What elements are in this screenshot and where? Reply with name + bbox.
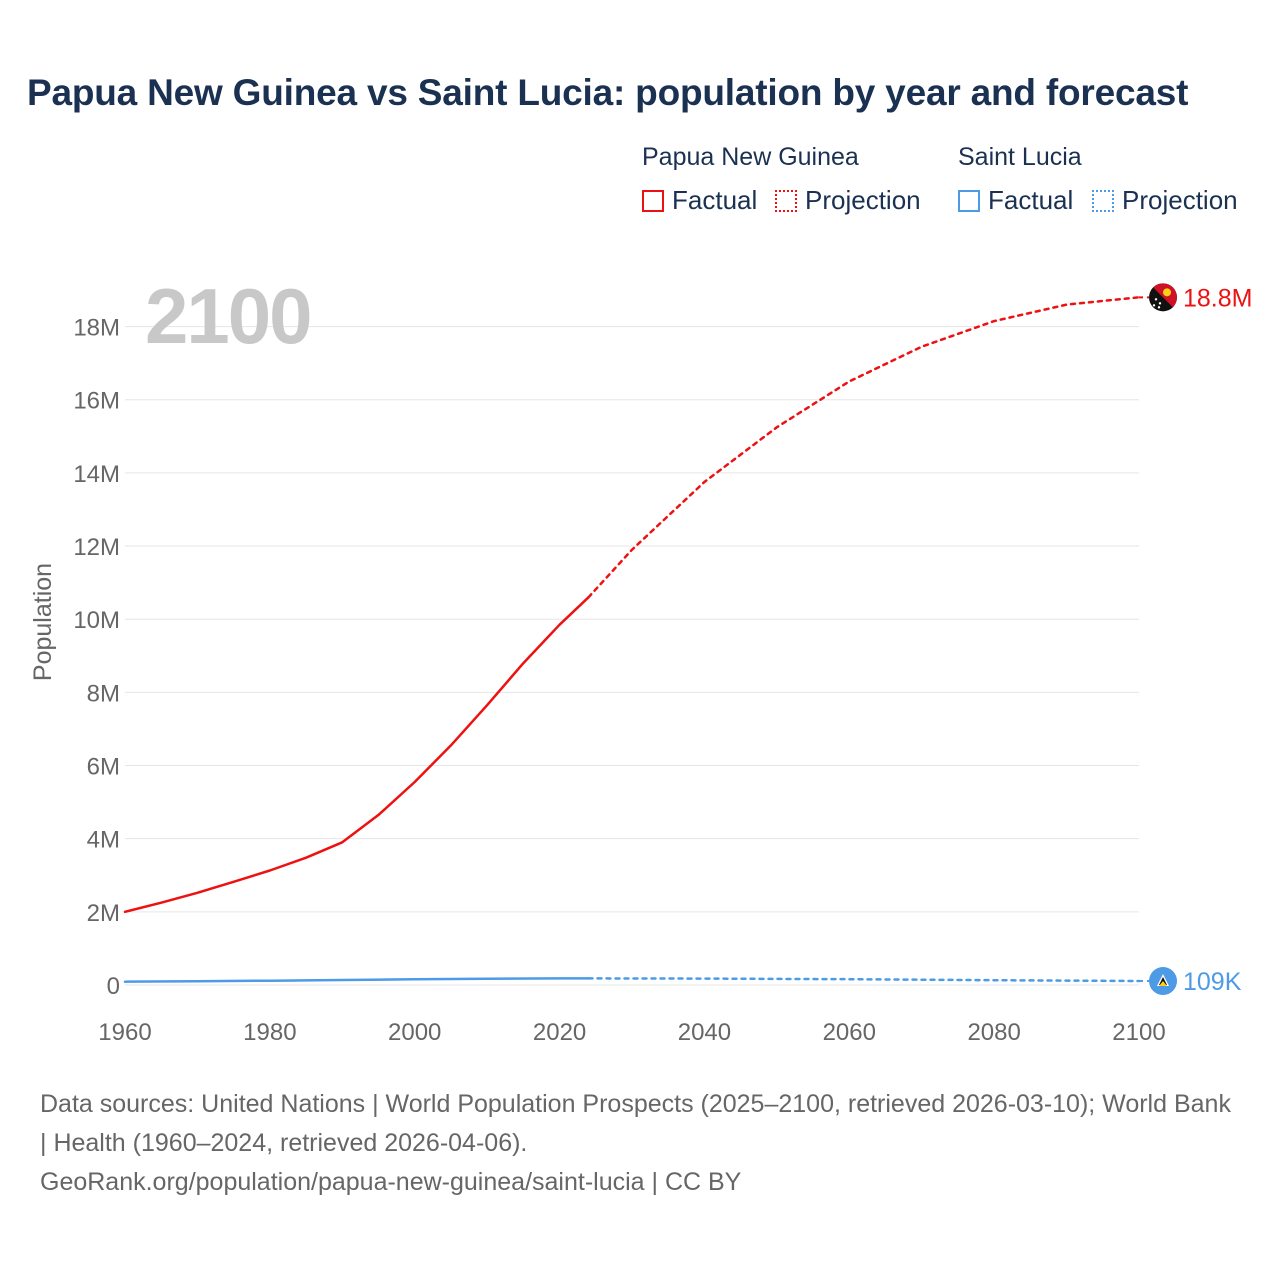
end-value-label-saint-lucia: 109K bbox=[1183, 968, 1242, 996]
x-tick-label: 2040 bbox=[678, 1019, 731, 1046]
legend-label: Factual bbox=[988, 185, 1074, 215]
legend-item-saint-lucia-factual[interactable]: Factual bbox=[958, 185, 1073, 216]
x-tick-label: 1980 bbox=[243, 1019, 296, 1046]
legend-label: Factual bbox=[672, 185, 758, 215]
flag-icon-saint-lucia bbox=[1149, 967, 1177, 996]
chart-plot: 2100 0 2M 4M 6M 8M 10M 12M 14M 16M 18M 1960 1980 20… bbox=[29, 272, 1252, 1046]
y-tick-label: 14M bbox=[73, 461, 120, 488]
y-tick-label: 12M bbox=[73, 534, 120, 561]
data-sources-text: Data sources: United Nations | World Pop… bbox=[40, 1090, 1231, 1157]
legend-swatch-dotted-red bbox=[775, 189, 797, 212]
end-markers: 18.8M 109K bbox=[1139, 283, 1252, 996]
series-line-papua-new-guinea-projection[interactable] bbox=[587, 296, 1141, 599]
x-tick-label: 2020 bbox=[533, 1019, 586, 1046]
x-axis-ticks: 1960 1980 2000 2020 2040 2060 2080 2100 bbox=[98, 1019, 1165, 1046]
source-url-text: GeoRank.org/population/papua-new-guinea/… bbox=[40, 1168, 742, 1196]
series-line-saint-lucia-factual[interactable] bbox=[123, 977, 590, 983]
y-tick-label: 6M bbox=[87, 754, 120, 781]
year-watermark: 2100 bbox=[145, 272, 311, 360]
flag-icon-papua-new-guinea bbox=[1149, 283, 1177, 312]
x-tick-label: 2100 bbox=[1112, 1019, 1165, 1046]
end-value-label-papua-new-guinea: 18.8M bbox=[1183, 284, 1252, 312]
legend-group-title-saint-lucia: Saint Lucia bbox=[958, 143, 1082, 171]
series-line-papua-new-guinea-factual[interactable] bbox=[123, 596, 590, 914]
y-tick-label: 10M bbox=[73, 607, 120, 634]
series-line-saint-lucia-projection[interactable] bbox=[587, 977, 1141, 983]
legend-item-papua-new-guinea-projection[interactable]: Projection bbox=[775, 185, 921, 216]
y-tick-label: 0 bbox=[107, 973, 120, 1000]
y-tick-label: 18M bbox=[73, 315, 120, 342]
x-tick-label: 1960 bbox=[98, 1019, 151, 1046]
legend-swatch-solid-red bbox=[642, 189, 664, 212]
y-tick-label: 16M bbox=[73, 388, 120, 415]
legend-swatch-solid-blue bbox=[958, 189, 980, 212]
y-axis-ticks: 0 2M 4M 6M 8M 10M 12M 14M 16M 18M bbox=[73, 315, 120, 1000]
legend-label: Projection bbox=[1122, 185, 1238, 215]
x-tick-label: 2080 bbox=[967, 1019, 1020, 1046]
x-tick-label: 2000 bbox=[388, 1019, 441, 1046]
x-tick-label: 2060 bbox=[823, 1019, 876, 1046]
chart-title: Papua New Guinea vs Saint Lucia: populat… bbox=[27, 72, 1189, 113]
y-tick-label: 4M bbox=[87, 827, 120, 854]
grid-lines bbox=[125, 326, 1139, 986]
footer: Data sources: United Nations | World Pop… bbox=[40, 1085, 1240, 1202]
legend-label: Projection bbox=[805, 185, 921, 215]
legend-item-saint-lucia-projection[interactable]: Projection bbox=[1092, 185, 1238, 216]
series-lines bbox=[123, 296, 1141, 983]
legend-item-papua-new-guinea-factual[interactable]: Factual bbox=[642, 185, 757, 216]
legend-group-title-papua-new-guinea: Papua New Guinea bbox=[642, 143, 859, 171]
y-tick-label: 2M bbox=[87, 900, 120, 927]
y-tick-label: 8M bbox=[87, 680, 120, 707]
legend-swatch-dotted-blue bbox=[1092, 189, 1114, 212]
y-axis-label: Population bbox=[29, 563, 57, 681]
